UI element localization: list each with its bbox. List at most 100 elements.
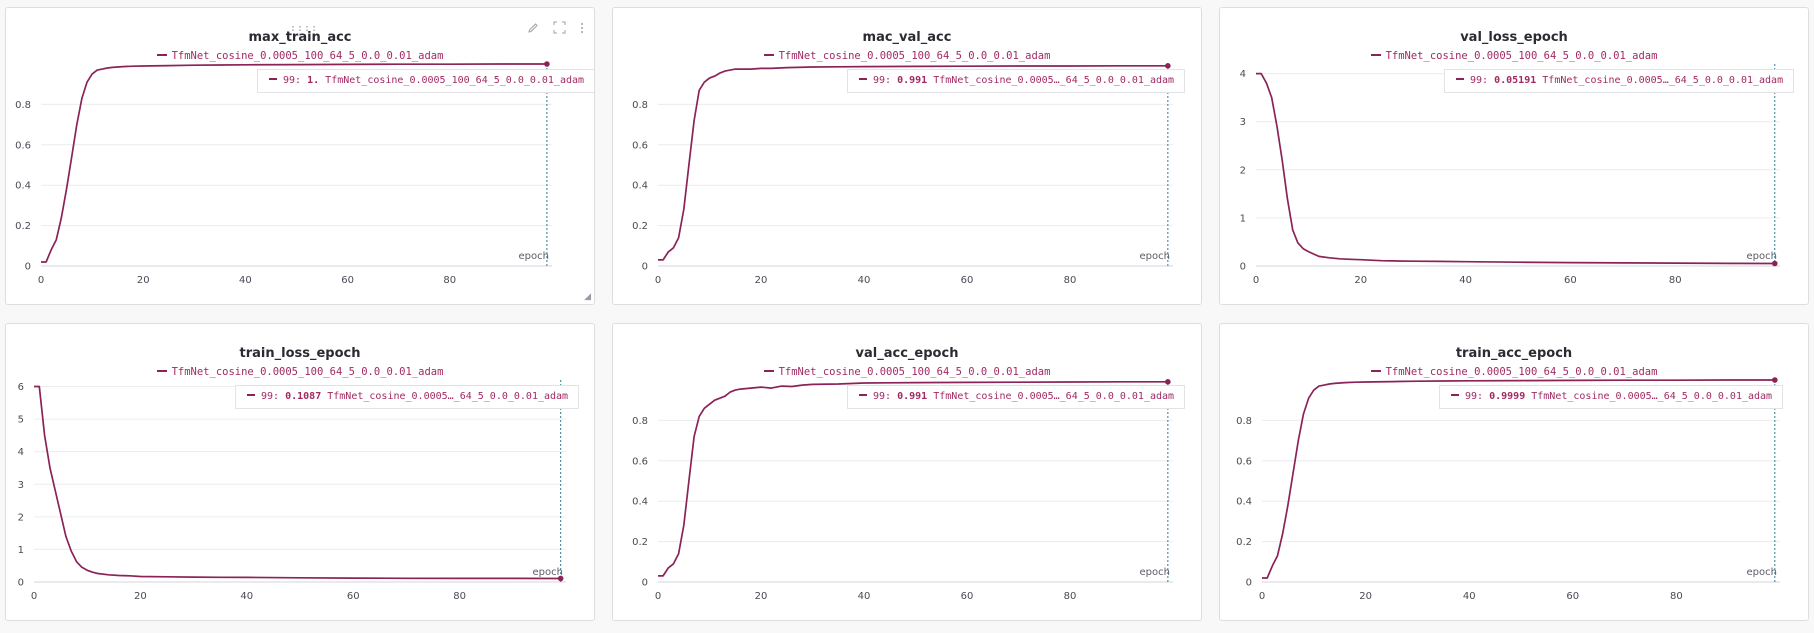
x-tick-label: 0 bbox=[38, 275, 44, 286]
more-vertical-icon[interactable] bbox=[580, 23, 584, 37]
tooltip-step: 99: bbox=[1465, 391, 1484, 402]
x-axis-label: epoch bbox=[1747, 251, 1777, 262]
hover-point bbox=[1772, 377, 1778, 383]
x-tick-label: 0 bbox=[31, 591, 37, 602]
x-tick-label: 20 bbox=[755, 591, 768, 602]
chart-panel-train-loss-epoch: train_loss_epoch TfmNet_cosine_0.0005_10… bbox=[5, 323, 595, 621]
hover-point bbox=[1165, 63, 1171, 69]
x-tick-label: 60 bbox=[347, 591, 360, 602]
x-tick-label: 40 bbox=[858, 275, 871, 286]
tooltip-swatch bbox=[269, 78, 277, 80]
y-tick-label: 4 bbox=[18, 447, 24, 458]
legend-swatch bbox=[763, 370, 774, 372]
x-tick-label: 0 bbox=[1259, 591, 1265, 602]
resize-handle-icon[interactable]: ◢ bbox=[584, 292, 591, 302]
plot-area[interactable]: 0 0.2 0.4 0.6 0.8 0 20 40 60 80 epoch bbox=[6, 8, 595, 305]
chart-legend[interactable]: TfmNet_cosine_0.0005_100_64_5_0.0_0.01_a… bbox=[6, 50, 594, 62]
y-tick-label: 0 bbox=[1246, 578, 1252, 589]
chart-title: val_acc_epoch bbox=[855, 346, 959, 361]
chart-legend[interactable]: TfmNet_cosine_0.0005_100_64_5_0.0_0.01_a… bbox=[613, 366, 1201, 378]
tooltip-run-name: TfmNet_cosine_0.0005…_64_5_0.0_0.01_adam bbox=[327, 391, 569, 402]
tooltip-value: 1. bbox=[307, 75, 320, 86]
chart-legend[interactable]: TfmNet_cosine_0.0005_100_64_5_0.0_0.01_a… bbox=[6, 366, 594, 378]
y-tick-label: 0.8 bbox=[632, 100, 648, 111]
tooltip-step: 99: bbox=[1470, 75, 1489, 86]
chart-legend[interactable]: TfmNet_cosine_0.0005_100_64_5_0.0_0.01_a… bbox=[1220, 366, 1808, 378]
x-axis-label: epoch bbox=[519, 251, 549, 262]
legend-label: TfmNet_cosine_0.0005_100_64_5_0.0_0.01_a… bbox=[778, 50, 1051, 62]
x-tick-label: 40 bbox=[858, 591, 871, 602]
drag-handle-icon[interactable]: :::: bbox=[290, 23, 319, 34]
x-tick-label: 40 bbox=[1463, 591, 1476, 602]
x-tick-label: 80 bbox=[1064, 275, 1077, 286]
y-tick-label: 1 bbox=[1240, 213, 1246, 224]
x-tick-label: 80 bbox=[443, 275, 456, 286]
x-axis-label: epoch bbox=[1747, 567, 1777, 578]
hover-point bbox=[1165, 379, 1171, 385]
tooltip-step: 99: bbox=[283, 75, 302, 86]
panel-toolbar bbox=[517, 21, 584, 37]
y-tick-label: 0.6 bbox=[632, 456, 648, 467]
y-tick-label: 0.8 bbox=[632, 416, 648, 427]
y-tick-label: 0.4 bbox=[632, 181, 648, 192]
x-tick-label: 60 bbox=[961, 591, 974, 602]
x-tick-label: 0 bbox=[655, 591, 661, 602]
chart-title: train_acc_epoch bbox=[1455, 346, 1573, 361]
y-tick-label: 0 bbox=[18, 578, 24, 589]
hover-tooltip: 99: 0.991 TfmNet_cosine_0.0005…_64_5_0.0… bbox=[847, 69, 1186, 93]
x-tick-label: 20 bbox=[137, 275, 150, 286]
plot-area[interactable]: 0 0.2 0.4 0.6 0.8 0 20 40 60 80 epoch bbox=[613, 324, 1202, 621]
chart-legend[interactable]: TfmNet_cosine_0.0005_100_64_5_0.0_0.01_a… bbox=[613, 50, 1201, 62]
tooltip-run-name: TfmNet_cosine_0.0005…_64_5_0.0_0.01_adam bbox=[933, 75, 1175, 86]
chart-title: mac_val_acc bbox=[862, 30, 952, 45]
x-tick-label: 40 bbox=[1459, 275, 1472, 286]
hover-tooltip: 99: 0.9999 TfmNet_cosine_0.0005…_64_5_0.… bbox=[1439, 385, 1784, 409]
x-tick-label: 20 bbox=[1354, 275, 1367, 286]
x-tick-label: 60 bbox=[961, 275, 974, 286]
tooltip-run-name: TfmNet_cosine_0.0005…_64_5_0.0_0.01_adam bbox=[1542, 75, 1784, 86]
y-tick-label: 2 bbox=[18, 512, 24, 523]
chart-title: train_loss_epoch bbox=[239, 346, 361, 361]
tooltip-run-name: TfmNet_cosine_0.0005…_64_5_0.0_0.01_adam bbox=[1531, 391, 1773, 402]
y-tick-label: 0.2 bbox=[15, 221, 31, 232]
y-tick-label: 5 bbox=[18, 415, 24, 426]
x-tick-label: 80 bbox=[1670, 591, 1683, 602]
x-tick-label: 40 bbox=[240, 591, 253, 602]
tooltip-step: 99: bbox=[261, 391, 280, 402]
x-axis-label: epoch bbox=[1140, 567, 1170, 578]
plot-area[interactable]: 0 0.2 0.4 0.6 0.8 0 20 40 60 80 epoch bbox=[613, 8, 1202, 305]
legend-swatch bbox=[1370, 370, 1381, 372]
pencil-icon[interactable] bbox=[527, 23, 543, 37]
tooltip-value: 0.9999 bbox=[1489, 391, 1526, 402]
x-axis-label: epoch bbox=[533, 567, 563, 578]
y-tick-label: 3 bbox=[1240, 117, 1246, 128]
tooltip-value: 0.1087 bbox=[285, 391, 322, 402]
chart-title: max_train_acc bbox=[248, 30, 352, 45]
hover-point bbox=[544, 61, 550, 67]
x-tick-label: 80 bbox=[1669, 275, 1682, 286]
x-tick-label: 60 bbox=[1566, 591, 1579, 602]
y-tick-label: 0.6 bbox=[15, 140, 31, 151]
tooltip-value: 0.05191 bbox=[1494, 75, 1537, 86]
tooltip-swatch bbox=[859, 78, 867, 80]
y-tick-label: 0.6 bbox=[1236, 456, 1252, 467]
chart-legend[interactable]: TfmNet_cosine_0.0005_100_64_5_0.0_0.01_a… bbox=[1220, 50, 1808, 62]
expand-icon[interactable] bbox=[553, 21, 570, 37]
plot-area[interactable]: 0 0.2 0.4 0.6 0.8 0 20 40 60 80 epoch bbox=[1220, 324, 1809, 621]
tooltip-step: 99: bbox=[873, 391, 892, 402]
y-tick-label: 0 bbox=[642, 578, 648, 589]
y-tick-label: 0.8 bbox=[15, 100, 31, 111]
y-tick-label: 0.2 bbox=[1236, 537, 1252, 548]
legend-swatch bbox=[1370, 54, 1381, 56]
legend-swatch bbox=[763, 54, 774, 56]
x-tick-label: 40 bbox=[239, 275, 252, 286]
legend-label: TfmNet_cosine_0.0005_100_64_5_0.0_0.01_a… bbox=[171, 50, 444, 62]
y-tick-label: 1 bbox=[18, 545, 24, 556]
y-tick-label: 0.4 bbox=[632, 497, 648, 508]
x-tick-label: 80 bbox=[453, 591, 466, 602]
hover-tooltip: 99: 0.1087 TfmNet_cosine_0.0005…_64_5_0.… bbox=[235, 385, 580, 409]
hover-point bbox=[1771, 260, 1778, 267]
series-line bbox=[658, 380, 1168, 577]
